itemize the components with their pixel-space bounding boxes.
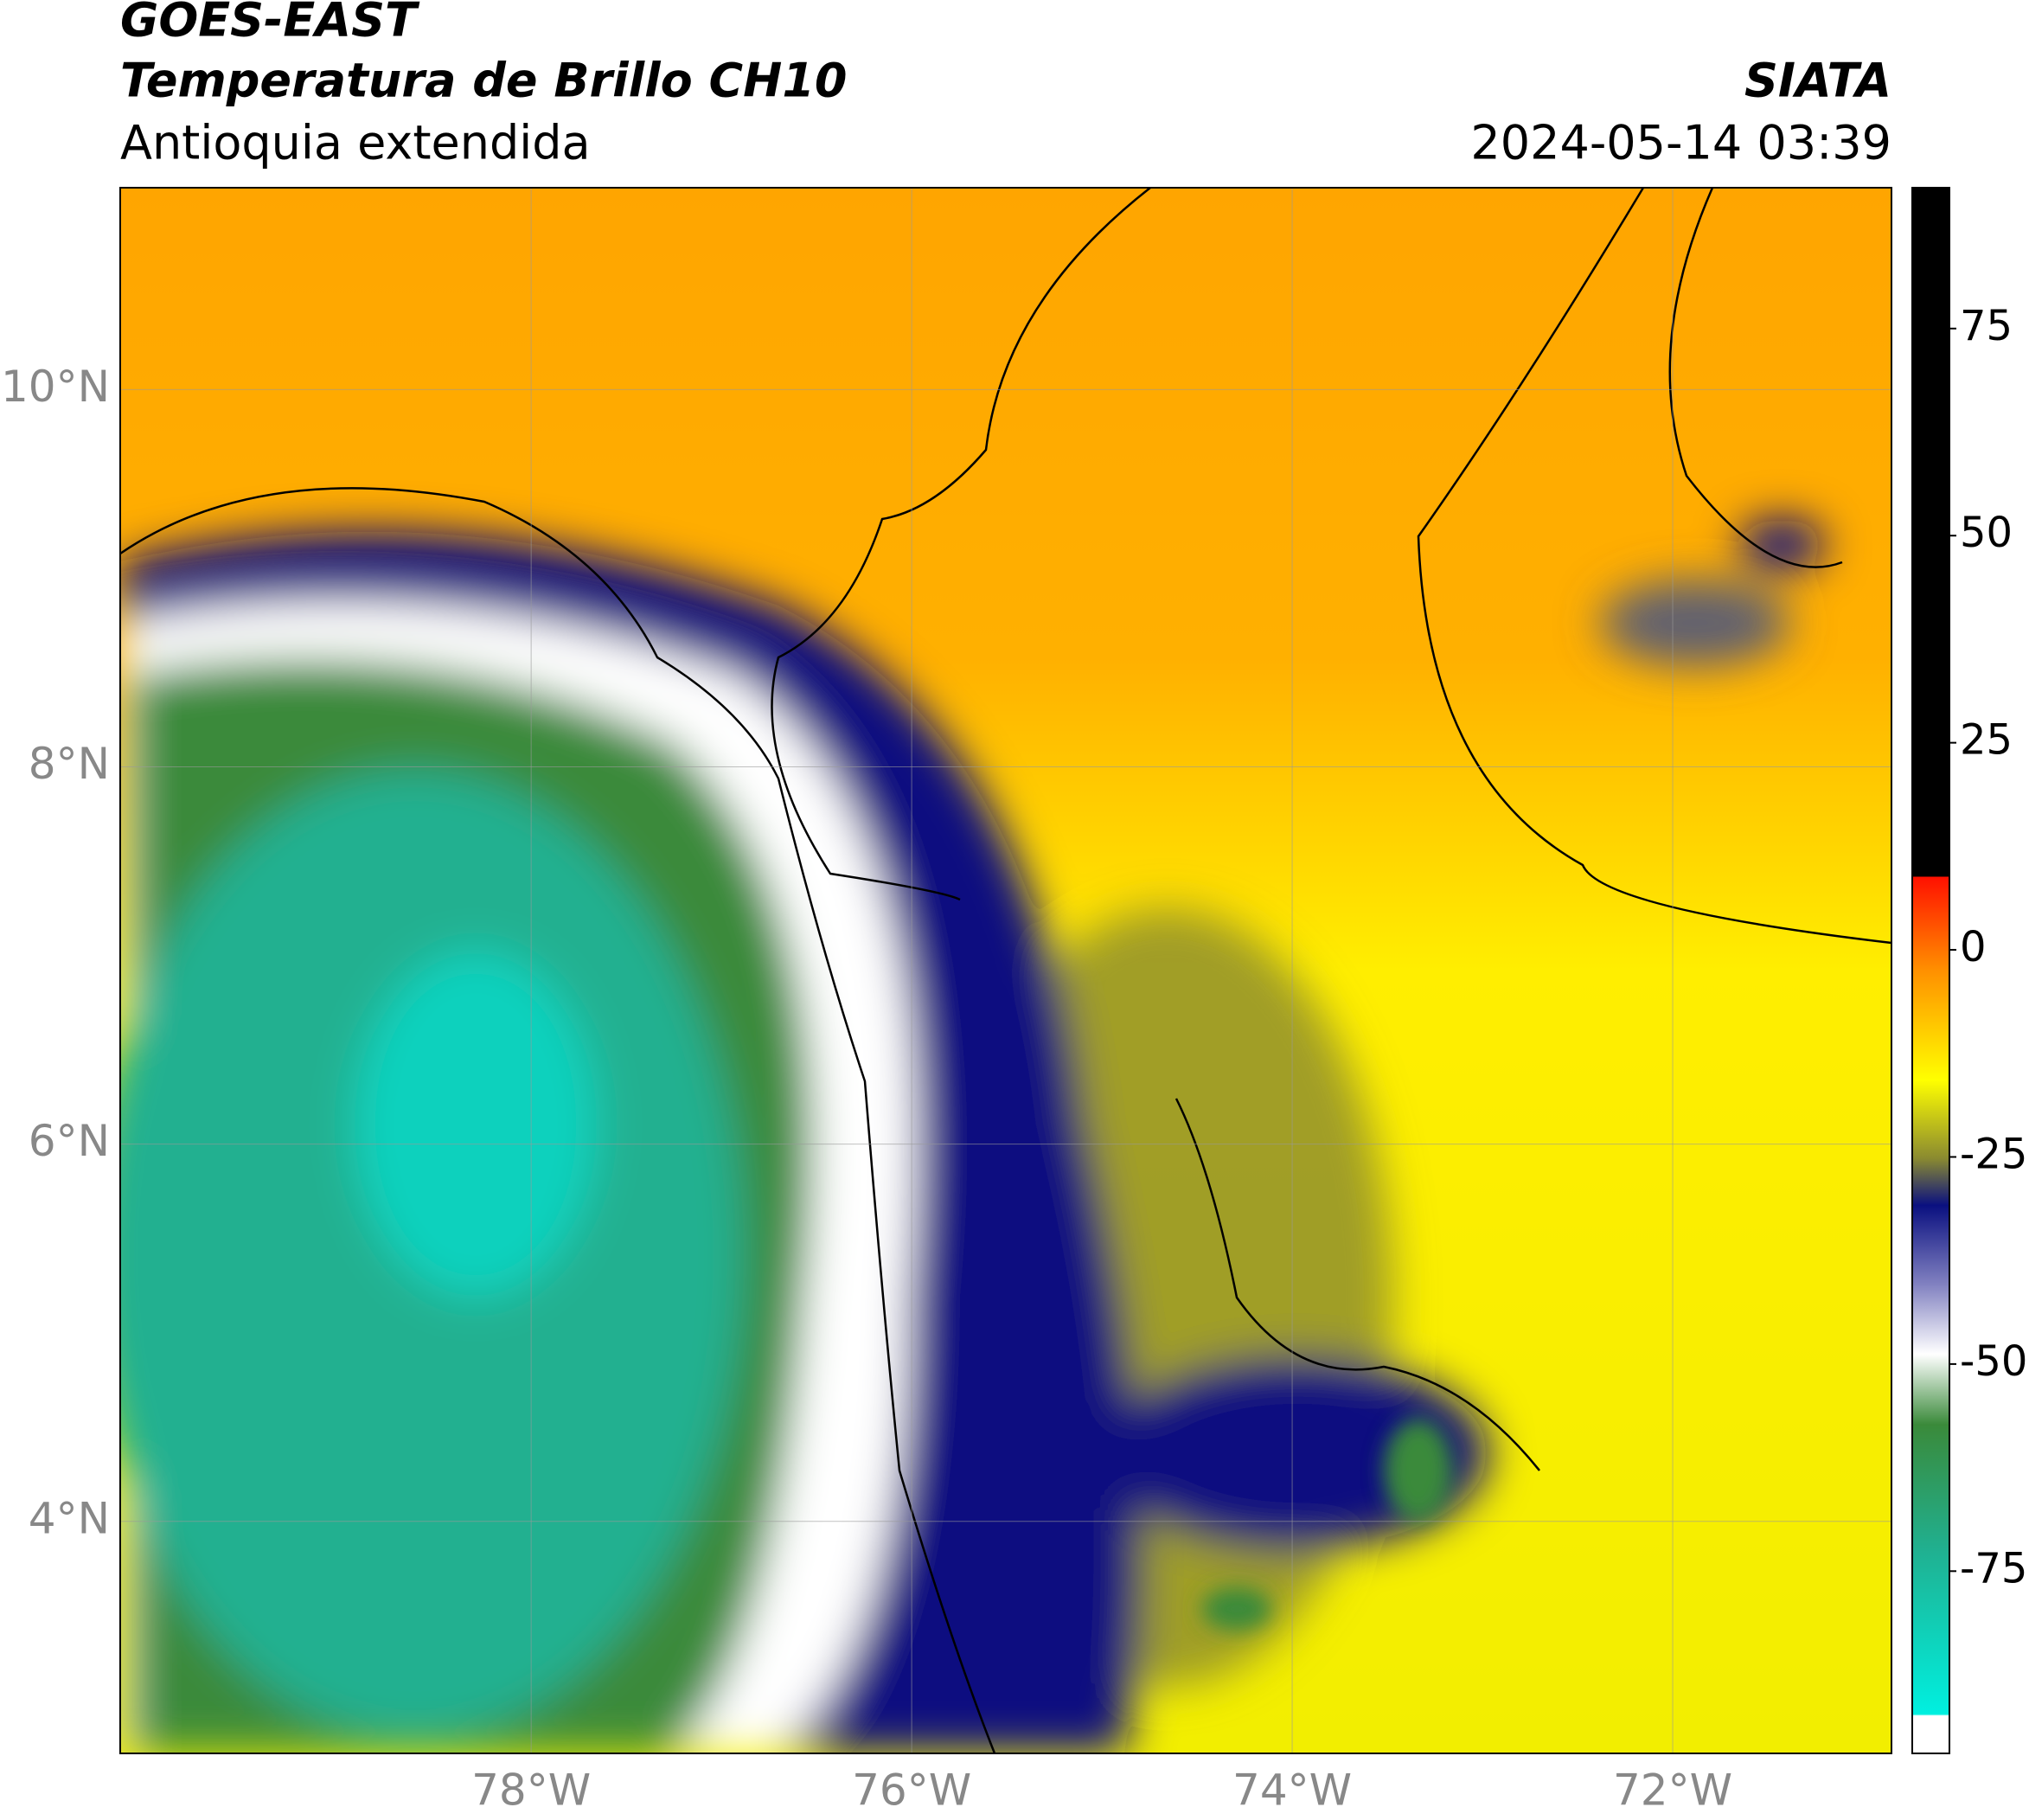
colorbar-tick-label: 0 [1960,923,1987,971]
colorbar-tick-label: 25 [1960,716,2013,765]
region: Antioquia extendida [120,116,591,170]
source: SIATA [1744,54,1891,108]
colorbar-tick-label: 50 [1960,509,2013,557]
cloud-field [120,519,1825,1753]
map-frame [119,187,1892,1754]
colorbar-tick-label: -50 [1960,1337,2027,1386]
y-tick-label: 4°N [29,1493,110,1543]
subtitle: Temperatura de Brillo CH10 [120,54,848,108]
colorbar-tick-label: 75 [1960,302,2013,350]
y-tick-label: 8°N [29,739,110,789]
map [120,188,1891,1753]
datetime: 2024-05-14 03:39 [1470,116,1891,170]
x-tick-label: 76°W [852,1766,971,1816]
x-tick-label: 72°W [1613,1766,1732,1816]
cloud-cores [1202,1419,1453,1631]
y-tick-label: 10°N [1,362,110,412]
x-tick-label: 74°W [1232,1766,1352,1816]
y-tick-label: 6°N [29,1116,110,1166]
title: GOES-EAST [120,0,420,48]
colorbar [1911,187,1950,1754]
colorbar-tick-label: -25 [1960,1130,2027,1178]
colorbar-tick-label: -75 [1960,1544,2027,1592]
borders [120,188,1891,1753]
x-tick-label: 78°W [471,1766,591,1816]
